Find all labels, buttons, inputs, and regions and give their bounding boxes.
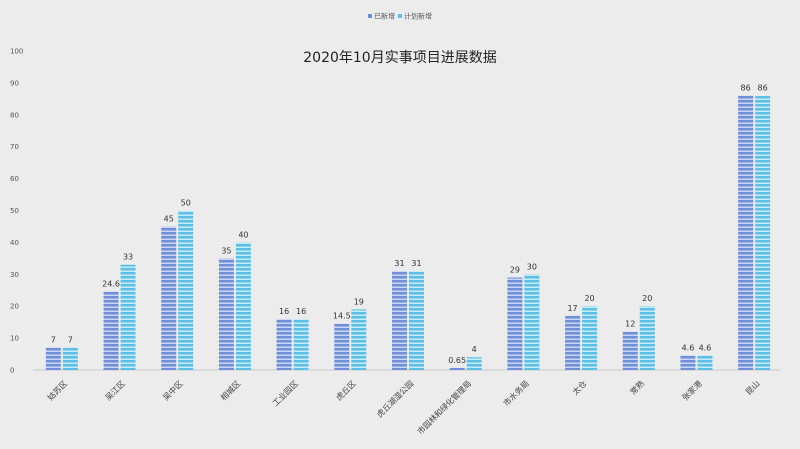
bar-series-1 <box>334 323 350 370</box>
category-label: 吴中区 <box>161 378 185 402</box>
bar-series-1 <box>738 95 754 370</box>
y-tick-label: 40 <box>10 239 19 247</box>
data-label: 40 <box>238 230 248 239</box>
data-label: 0.65 <box>448 356 466 365</box>
category-label: 姑苏区 <box>45 378 69 402</box>
legend-swatch-series-1 <box>368 14 372 18</box>
bar-series-1 <box>218 258 234 370</box>
category-label: 市水务局 <box>501 378 531 408</box>
y-axis: 0 10 20 30 40 50 60 70 80 90 100 <box>10 48 23 375</box>
category-label: 虎丘湖湿公园 <box>374 378 415 419</box>
chart-title: 2020年10月实事项目进展数据 <box>303 50 496 66</box>
bars-group <box>45 95 771 370</box>
category-label: 太仓 <box>570 378 588 396</box>
data-label: 50 <box>181 199 191 208</box>
bar-series-2 <box>755 95 771 370</box>
bar-series-2 <box>582 306 598 370</box>
y-tick-label: 90 <box>10 79 19 87</box>
legend-label-series-1: 已新增 <box>374 12 395 21</box>
bar-series-2 <box>466 357 482 370</box>
category-label: 张家港 <box>680 378 704 402</box>
data-label: 20 <box>584 294 594 303</box>
data-label: 16 <box>279 307 289 316</box>
data-label: 86 <box>741 84 751 93</box>
data-label: 35 <box>221 246 231 255</box>
data-labels-group: 7 7 24.6 33 45 50 35 40 16 16 14.519 31 31 0.65 4 29 30 1… <box>51 84 768 365</box>
data-label: 7 <box>51 336 56 345</box>
bar-series-2 <box>62 347 78 370</box>
bar-series-2 <box>235 242 251 370</box>
category-label: 工业园区 <box>270 378 300 408</box>
bar-series-1 <box>680 355 696 370</box>
data-label: 16 <box>296 307 306 316</box>
category-label: 昆山 <box>743 378 761 396</box>
bar-series-1 <box>622 331 638 370</box>
data-label: 4 <box>472 345 477 354</box>
data-label: 86 <box>758 84 768 93</box>
data-label: 4.6 <box>682 343 695 352</box>
bar-series-1 <box>449 367 465 370</box>
data-label: 30 <box>527 262 537 271</box>
data-label: 4.6 <box>699 343 712 352</box>
y-tick-label: 30 <box>10 271 19 279</box>
data-label: 29 <box>510 265 520 274</box>
data-label: 7 <box>68 336 73 345</box>
bar-series-2 <box>697 355 713 370</box>
data-label: 45 <box>164 214 174 223</box>
legend-swatch-series-2 <box>398 14 402 18</box>
data-label: 14.5 <box>333 312 351 321</box>
y-tick-label: 100 <box>10 48 23 56</box>
bar-series-2 <box>178 210 194 370</box>
legend-label-series-2: 计划新增 <box>404 12 432 21</box>
y-tick-label: 70 <box>10 143 19 151</box>
data-label: 31 <box>411 259 421 268</box>
y-tick-label: 80 <box>10 111 19 119</box>
bar-series-1 <box>392 271 407 370</box>
bar-series-1 <box>507 277 523 370</box>
data-label: 24.6 <box>102 280 120 289</box>
y-tick-label: 10 <box>10 335 19 343</box>
y-tick-label: 50 <box>10 207 19 215</box>
y-tick-label: 20 <box>10 303 19 311</box>
data-label: 12 <box>625 320 635 329</box>
data-label: 19 <box>354 297 364 306</box>
bar-series-2 <box>409 271 424 370</box>
legend: 已新增 计划新增 <box>368 12 432 21</box>
bar-series-1 <box>276 318 292 370</box>
bar-series-1 <box>45 347 61 370</box>
bar-series-2 <box>293 318 309 370</box>
data-label: 33 <box>123 253 133 262</box>
bar-series-1 <box>565 315 581 370</box>
bar-series-2 <box>351 309 367 370</box>
bar-series-2 <box>120 264 136 370</box>
data-label: 17 <box>567 304 577 313</box>
data-label: 31 <box>394 259 404 268</box>
category-label: 相城区 <box>218 378 242 402</box>
category-label: 虎丘区 <box>334 378 358 402</box>
y-tick-label: 0 <box>10 367 14 375</box>
category-label: 吴江区 <box>104 379 127 402</box>
bar-series-1 <box>103 291 119 370</box>
bar-series-2 <box>524 274 540 370</box>
y-tick-label: 60 <box>10 175 19 183</box>
category-label: 常熟 <box>628 378 646 396</box>
category-labels-group: 姑苏区 吴江区 吴中区 相城区 工业园区 虎丘区 虎丘湖湿公园 市园林和绿化管理局 市水务局 太仓… <box>45 378 761 436</box>
data-label: 20 <box>642 294 652 303</box>
category-label: 市园林和绿化管理局 <box>415 378 473 436</box>
bar-series-2 <box>639 306 655 370</box>
bar-series-1 <box>161 226 177 370</box>
